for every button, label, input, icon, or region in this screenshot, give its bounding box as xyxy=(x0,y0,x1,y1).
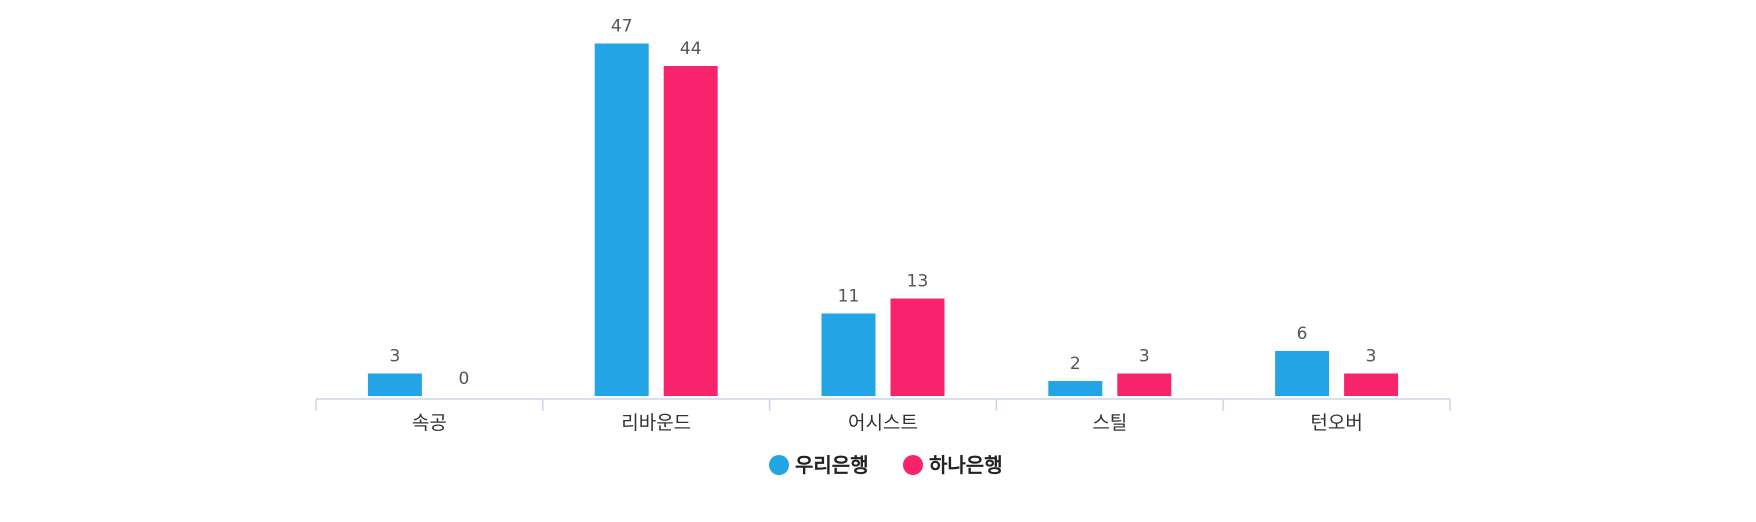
bars-layer xyxy=(367,43,1399,397)
data-label-속공-하나은행: 0 xyxy=(458,369,469,389)
legend-item-1[interactable]: 우리은행 xyxy=(769,453,869,477)
bar-속공-우리은행[interactable] xyxy=(367,373,422,397)
data-label-어시스트-하나은행: 13 xyxy=(907,272,929,292)
x-tick-label: 턴오버 xyxy=(1310,412,1362,434)
x-tick-label: 스틸 xyxy=(1092,412,1127,434)
legend: 우리은행 하나은행 xyxy=(769,453,1003,477)
x-tick-label: 리바운드 xyxy=(621,412,691,434)
legend-label: 하나은행 xyxy=(929,453,1003,477)
legend-item-2[interactable]: 하나은행 xyxy=(903,453,1003,477)
x-tick-label: 속공 xyxy=(412,412,447,434)
data-label-어시스트-우리은행: 11 xyxy=(838,287,860,307)
data-labels-layer: 3 0 47 44 11 13 2 3 6 3 xyxy=(389,17,1376,390)
bar-리바운드-하나은행[interactable] xyxy=(663,66,718,396)
data-label-스틸-우리은행: 2 xyxy=(1070,354,1081,374)
data-label-속공-우리은행: 3 xyxy=(389,347,400,367)
bar-리바운드-우리은행[interactable] xyxy=(594,43,649,397)
bar-어시스트-하나은행[interactable] xyxy=(890,298,945,397)
bar-턴오버-우리은행[interactable] xyxy=(1275,351,1330,396)
legend-marker-icon xyxy=(903,455,923,475)
bar-턴오버-하나은행[interactable] xyxy=(1344,373,1399,397)
data-label-턴오버-우리은행: 6 xyxy=(1297,324,1308,344)
bar-스틸-우리은행[interactable] xyxy=(1048,381,1103,396)
bar-어시스트-우리은행[interactable] xyxy=(821,313,876,397)
x-axis: 속공 리바운드 어시스트 스틸 턴오버 xyxy=(315,398,1451,434)
bar-스틸-하나은행[interactable] xyxy=(1117,373,1172,397)
data-label-턴오버-하나은행: 3 xyxy=(1366,347,1377,367)
data-label-스틸-하나은행: 3 xyxy=(1139,347,1150,367)
x-tick-label: 어시스트 xyxy=(848,412,918,434)
legend-marker-icon xyxy=(769,455,789,475)
data-label-리바운드-하나은행: 44 xyxy=(680,39,702,59)
data-label-리바운드-우리은행: 47 xyxy=(611,17,633,37)
legend-label: 우리은행 xyxy=(795,453,869,477)
